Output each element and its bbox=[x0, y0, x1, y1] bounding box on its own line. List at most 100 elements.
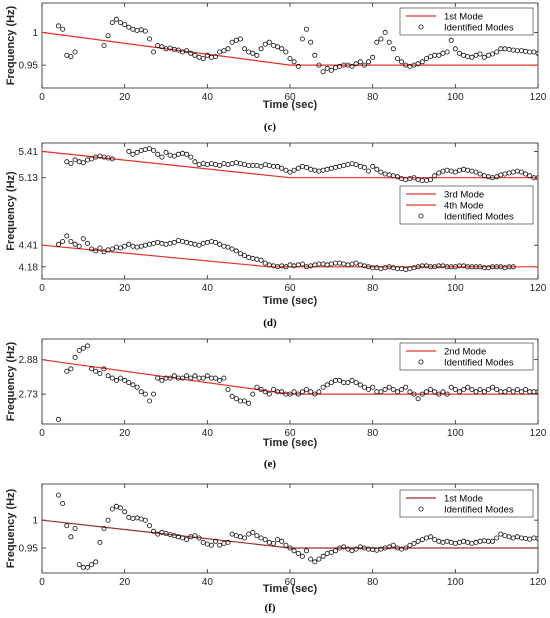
data-point bbox=[122, 377, 128, 383]
x-tick-label: 40 bbox=[202, 577, 214, 588]
chart-panel-e: 0 20 40 60 80 100 120 2.73 2.88 Time (sec) Frequen… bbox=[5, 338, 547, 470]
data-point bbox=[287, 169, 293, 175]
data-point bbox=[155, 151, 161, 157]
data-point bbox=[159, 154, 165, 160]
data-point bbox=[502, 389, 508, 395]
x-tick-label: 20 bbox=[119, 577, 131, 588]
data-point bbox=[179, 375, 185, 381]
data-point bbox=[229, 39, 235, 45]
data-point bbox=[308, 39, 314, 45]
x-tick-label: 0 bbox=[39, 577, 45, 588]
data-point bbox=[427, 386, 433, 392]
data-point bbox=[299, 261, 305, 267]
data-point bbox=[382, 29, 388, 35]
series-line bbox=[42, 150, 538, 179]
x-tick-label: 100 bbox=[447, 577, 464, 588]
y-axis-label: Frequency (Hz) bbox=[5, 488, 17, 568]
legend-entry-label: 1st Mode bbox=[444, 494, 483, 505]
data-point bbox=[316, 62, 322, 68]
data-point bbox=[196, 535, 202, 541]
series-line bbox=[42, 359, 538, 395]
data-point bbox=[60, 238, 66, 244]
panel-caption: (c) bbox=[264, 121, 277, 133]
data-point bbox=[85, 343, 91, 349]
data-point bbox=[217, 162, 223, 168]
data-point bbox=[109, 375, 115, 381]
data-point bbox=[365, 168, 371, 174]
data-point bbox=[213, 54, 219, 60]
data-point bbox=[399, 386, 405, 392]
data-point bbox=[80, 236, 86, 242]
data-point bbox=[188, 50, 194, 56]
data-point bbox=[287, 56, 293, 62]
data-point bbox=[56, 416, 62, 422]
data-point bbox=[89, 156, 95, 162]
data-point bbox=[494, 386, 500, 392]
data-point bbox=[303, 26, 309, 32]
panel-caption: (f) bbox=[265, 602, 276, 614]
data-point bbox=[151, 528, 157, 534]
data-point bbox=[436, 52, 442, 58]
data-point bbox=[126, 148, 132, 154]
x-axis-label: Time (sec) bbox=[263, 99, 318, 111]
data-point bbox=[118, 505, 124, 511]
legend-marker-swatch bbox=[418, 359, 424, 365]
legend-entry-label: 1st Mode bbox=[444, 12, 483, 23]
data-point bbox=[175, 47, 181, 53]
data-point bbox=[113, 377, 119, 383]
plot-content bbox=[42, 16, 538, 75]
data-point bbox=[204, 373, 210, 379]
data-point bbox=[279, 46, 285, 52]
data-point bbox=[68, 366, 74, 372]
data-point bbox=[171, 153, 177, 159]
legend-entry-label: 2nd Mode bbox=[444, 347, 486, 358]
data-point bbox=[432, 173, 438, 179]
data-point bbox=[419, 537, 425, 543]
data-point bbox=[536, 0, 540, 2]
plot-content bbox=[42, 343, 538, 422]
data-point bbox=[101, 43, 107, 49]
data-point bbox=[370, 163, 376, 169]
y-axis-label: Frequency (Hz) bbox=[5, 171, 17, 251]
y-tick-label: 0.95 bbox=[19, 61, 39, 72]
data-point bbox=[519, 0, 523, 2]
data-point bbox=[407, 542, 413, 548]
x-tick-label: 60 bbox=[284, 577, 296, 588]
data-point bbox=[250, 529, 256, 535]
data-point bbox=[89, 246, 95, 252]
data-point bbox=[535, 536, 538, 541]
x-axis-label: Time (sec) bbox=[263, 437, 318, 449]
data-point bbox=[262, 389, 268, 395]
data-point bbox=[126, 24, 132, 30]
data-point bbox=[427, 177, 433, 183]
data-point bbox=[167, 375, 173, 381]
data-point bbox=[109, 20, 115, 26]
data-point bbox=[151, 49, 157, 55]
x-axis-label: Time (sec) bbox=[263, 583, 318, 595]
data-point bbox=[192, 52, 198, 58]
data-point bbox=[113, 503, 119, 509]
data-point bbox=[213, 375, 219, 381]
data-point bbox=[72, 354, 78, 360]
data-point bbox=[204, 52, 210, 58]
x-tick-label: 80 bbox=[367, 577, 379, 588]
x-tick-label: 120 bbox=[530, 283, 547, 294]
data-point bbox=[221, 375, 227, 381]
data-point bbox=[146, 36, 152, 42]
data-point bbox=[241, 535, 247, 541]
data-point bbox=[72, 157, 78, 163]
data-point bbox=[287, 545, 293, 551]
legend-entry-label: Identified Modes bbox=[444, 23, 514, 34]
data-point bbox=[237, 251, 243, 257]
data-point bbox=[138, 389, 144, 395]
data-point bbox=[184, 373, 190, 379]
x-axis-label: Time (sec) bbox=[263, 295, 318, 307]
data-point bbox=[118, 20, 124, 26]
data-point bbox=[275, 163, 281, 169]
data-point bbox=[532, 0, 536, 2]
y-tick-label: 4.18 bbox=[19, 262, 39, 273]
legend-entry-label: Identified Modes bbox=[444, 358, 514, 369]
data-point bbox=[494, 535, 500, 541]
